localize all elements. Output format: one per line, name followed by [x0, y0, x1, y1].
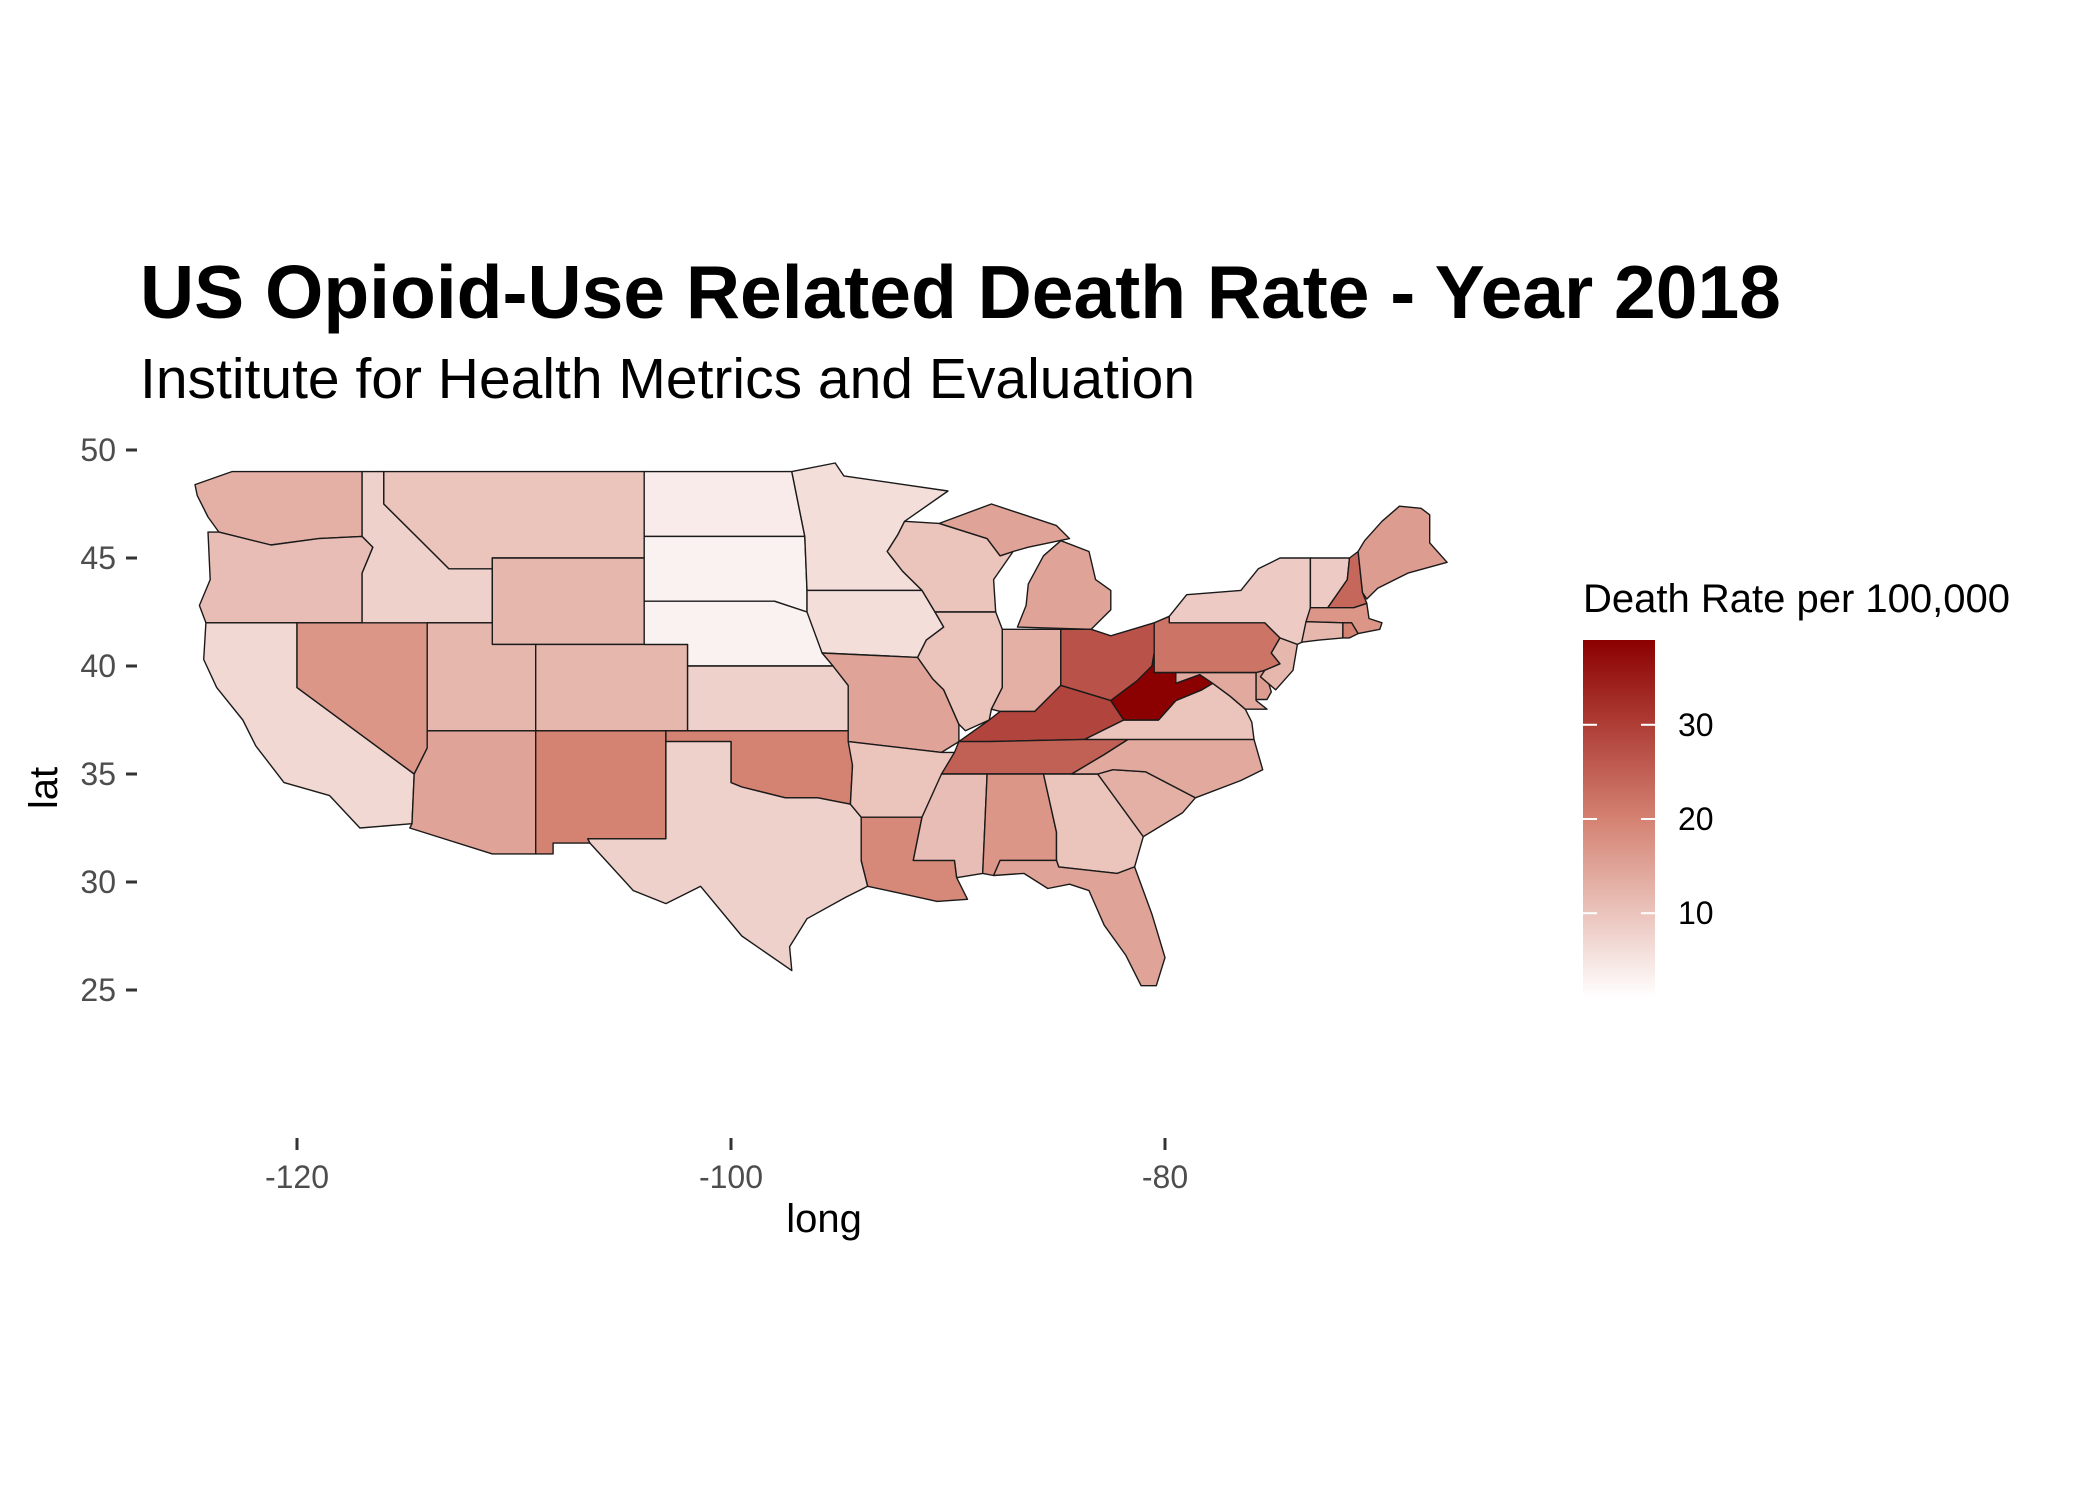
state-texas	[587, 740, 869, 972]
state-maine	[1357, 505, 1448, 600]
legend-ticks: 30 20 10	[1583, 707, 1714, 931]
legend-tick-label: 10	[1678, 895, 1714, 931]
y-tick-label: 25	[80, 972, 116, 1008]
state-connecticut	[1300, 621, 1344, 643]
y-tick-label: 30	[80, 864, 116, 900]
y-axis-title: lat	[22, 767, 66, 809]
x-tick-label: -120	[265, 1159, 329, 1195]
state-florida	[992, 859, 1166, 987]
legend-title: Death Rate per 100,000	[1583, 577, 2010, 621]
state-wyoming	[491, 557, 645, 646]
x-axis: -120 -100 -80	[265, 1138, 1188, 1195]
state-arizona	[409, 730, 537, 855]
state-north-dakota	[643, 470, 806, 538]
state-colorado	[535, 643, 689, 732]
y-axis: 50 45 40 35 30 25	[80, 432, 137, 1008]
state-new-mexico	[535, 730, 667, 855]
x-tick-label: -80	[1142, 1159, 1188, 1195]
y-tick-label: 45	[80, 540, 116, 576]
x-axis-title: long	[786, 1197, 862, 1241]
chart-subtitle: Institute for Health Metrics and Evaluat…	[140, 347, 1195, 411]
state-kansas	[686, 665, 849, 732]
state-pennsylvania	[1153, 615, 1281, 674]
y-tick-label: 35	[80, 756, 116, 792]
state-michigan	[938, 503, 1071, 557]
legend: Death Rate per 100,000 30 20 10	[1583, 577, 2010, 998]
y-tick-label: 50	[80, 432, 116, 468]
state-rhode-island	[1342, 622, 1359, 639]
x-tick-label: -100	[699, 1159, 763, 1195]
state-mississippi	[912, 773, 988, 879]
legend-tick-label: 20	[1678, 801, 1714, 837]
state-oregon	[198, 531, 374, 624]
legend-tick-label: 30	[1678, 707, 1714, 743]
chart-title: US Opioid-Use Related Death Rate - Year …	[140, 250, 1781, 334]
state-north-carolina	[1070, 738, 1264, 799]
y-tick-label: 40	[80, 648, 116, 684]
state-map	[194, 462, 1448, 987]
state-new-jersey	[1259, 637, 1299, 691]
state-michigan	[1016, 540, 1112, 630]
